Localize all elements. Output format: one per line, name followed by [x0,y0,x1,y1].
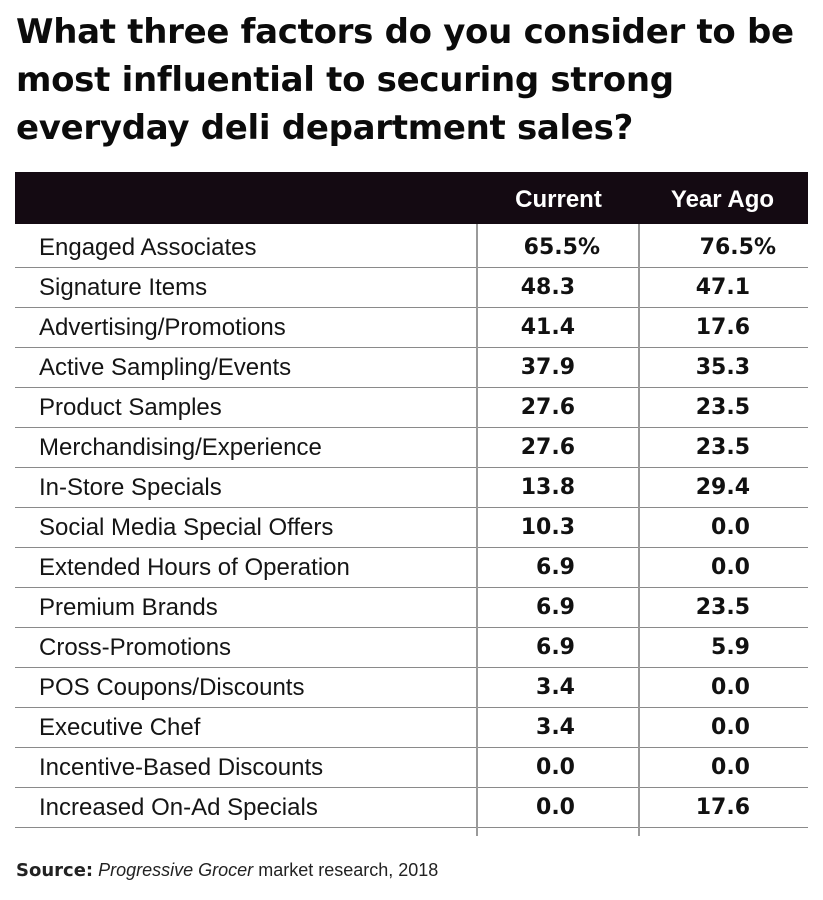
row-label: Advertising/Promotions [39,314,286,341]
value-year-ago: 0.0 [711,555,750,580]
value-current: 13.8 [520,475,575,500]
row-label: In-Store Specials [39,474,222,501]
value-year-ago: 0.0 [711,755,750,780]
table-row: Extended Hours of Operation 6.9 0.0 [15,548,808,588]
row-label: Social Media Special Offers [39,514,334,541]
table-row: Merchandising/Experience 27.6 23.5 [15,428,808,468]
row-label: Active Sampling/Events [39,354,292,381]
row-label: POS Coupons/Discounts [39,674,305,701]
table-row: Social Media Special Offers 10.3 0.0 [15,508,808,548]
row-label: Cross-Promotions [39,634,232,661]
source-label: Source: [16,860,94,881]
source-note: Source: Progressive Grocer market resear… [16,860,438,881]
value-year-ago: 17.6 [695,795,750,820]
value-current: 6.9 [536,635,575,660]
value-year-ago: 0.0 [711,515,750,540]
table-row: Incentive-Based Discounts 0.0 0.0 [15,748,808,788]
value-current: 65.5% [523,235,600,260]
value-year-ago: 23.5 [695,595,750,620]
column-divider-current [476,224,478,836]
page-title: What three factors do you consider to be… [16,12,794,148]
column-header-current: Current [515,186,602,213]
value-year-ago: 35.3 [695,355,750,380]
row-label: Signature Items [39,274,208,301]
table-row: Engaged Associates 65.5% 76.5% [15,228,808,268]
table-row: Premium Brands 6.9 23.5 [15,588,808,628]
value-year-ago: 5.9 [711,635,750,660]
row-label: Incentive-Based Discounts [39,754,324,781]
value-year-ago: 29.4 [695,475,750,500]
value-current: 48.3 [520,275,575,300]
table-row: Increased On-Ad Specials 0.0 17.6 [15,788,808,828]
table-row: Signature Items 48.3 47.1 [15,268,808,308]
value-current: 37.9 [520,355,575,380]
value-current: 3.4 [536,675,575,700]
row-label: Extended Hours of Operation [39,554,350,581]
table-row: Advertising/Promotions 41.4 17.6 [15,308,808,348]
row-label: Premium Brands [39,594,218,621]
source-detail: market research, 2018 [258,860,439,880]
value-current: 6.9 [536,595,575,620]
table-row: Cross-Promotions 6.9 5.9 [15,628,808,668]
row-label: Increased On-Ad Specials [39,794,318,821]
row-label: Engaged Associates [39,234,257,261]
table-row: POS Coupons/Discounts 3.4 0.0 [15,668,808,708]
value-year-ago: 17.6 [695,315,750,340]
value-current: 27.6 [520,435,575,460]
value-current: 6.9 [536,555,575,580]
table-row: Active Sampling/Events 37.9 35.3 [15,348,808,388]
table-row: In-Store Specials 13.8 29.4 [15,468,808,508]
value-year-ago: 47.1 [695,275,750,300]
table-body: Engaged Associates 65.5% 76.5% Signature It… [15,228,808,828]
table-row: Product Samples 27.6 23.5 [15,388,808,428]
value-current: 0.0 [536,755,575,780]
data-table: Current Year Ago Engaged Associates 65.5%… [15,172,808,836]
value-current: 27.6 [520,395,575,420]
row-label: Executive Chef [39,714,201,741]
value-current: 3.4 [536,715,575,740]
value-current: 0.0 [536,795,575,820]
value-current: 41.4 [520,315,575,340]
value-year-ago: 0.0 [711,675,750,700]
value-year-ago: 0.0 [711,715,750,740]
column-header-year-ago: Year Ago [670,186,775,213]
value-year-ago: 23.5 [695,435,750,460]
table-header: Current Year Ago [15,172,808,224]
source-publication: Progressive Grocer [98,860,254,880]
value-current: 10.3 [520,515,575,540]
value-year-ago: 23.5 [695,395,750,420]
row-label: Merchandising/Experience [39,434,322,461]
row-label: Product Samples [39,394,222,421]
column-divider-year-ago [638,224,640,836]
table-row: Executive Chef 3.4 0.0 [15,708,808,748]
value-year-ago: 76.5% [699,235,776,260]
